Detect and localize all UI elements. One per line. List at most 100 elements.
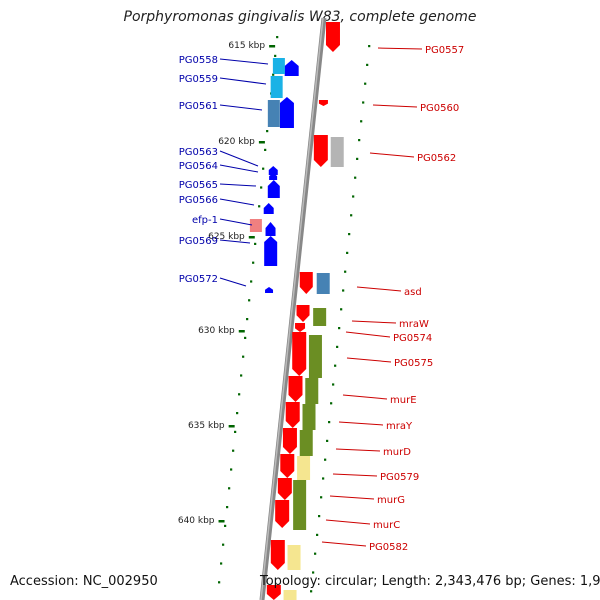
scale-tick [334, 364, 337, 367]
scale-tick [236, 412, 239, 415]
gene-label-line [332, 473, 378, 477]
gene-label-line [219, 150, 259, 167]
forward-cds [265, 287, 274, 293]
genome-backbone [259, 17, 327, 600]
scale-tick [330, 402, 333, 405]
gene-label-line [329, 495, 375, 500]
reverse-cds [288, 376, 303, 402]
scale-tick [350, 214, 353, 217]
gene-label-mraY[interactable]: mraY [386, 421, 413, 432]
scale-tick [338, 327, 341, 330]
scale-tick [234, 430, 237, 433]
scale-tick [242, 355, 245, 358]
gene-label-PG0569[interactable]: PG0569 [179, 236, 218, 247]
cog-block [316, 273, 330, 294]
accession-text: Accession: NC_002950 [10, 574, 158, 589]
gene-label-PG0561[interactable]: PG0561 [179, 101, 218, 112]
forward-cds [269, 173, 278, 180]
gene-label-PG0566[interactable]: PG0566 [179, 195, 218, 206]
gene-label-line [219, 104, 263, 111]
gene-label-PG0565[interactable]: PG0565 [179, 180, 218, 191]
scale-tick [312, 571, 315, 574]
scale-tick [326, 439, 329, 442]
reverse-cds [325, 22, 340, 52]
scale-tick [340, 308, 343, 311]
cog-block [293, 480, 307, 530]
gene-label-line [335, 448, 381, 452]
forward-cds [265, 222, 276, 236]
gene-label-PG0582[interactable]: PG0582 [369, 542, 408, 553]
scale-tick [224, 524, 227, 527]
gene-label-line [377, 47, 423, 50]
scale-tick [254, 242, 257, 245]
scale-tick [244, 336, 247, 339]
scale-tick [266, 130, 269, 133]
gene-label-PG0579[interactable]: PG0579 [380, 472, 419, 483]
scale-major-tick [258, 141, 265, 144]
gene-label-murG[interactable]: murG [377, 495, 405, 506]
scale-tick [356, 157, 359, 160]
forward-cds [264, 236, 278, 266]
gene-label-PG0563[interactable]: PG0563 [179, 147, 218, 158]
gene-label-line [219, 58, 269, 65]
gene-label-PG0558[interactable]: PG0558 [179, 55, 218, 66]
gene-label-line [345, 331, 391, 338]
scale-label: 635 kbp [188, 421, 225, 431]
gene-label-PG0564[interactable]: PG0564 [179, 161, 218, 172]
forward-cds [284, 60, 299, 76]
reverse-cds [270, 540, 285, 570]
gene-label-PG0559[interactable]: PG0559 [179, 74, 218, 85]
gene-label-line [346, 357, 392, 363]
scale-tick [322, 477, 325, 480]
gene-label-PG0574[interactable]: PG0574 [393, 333, 432, 344]
cog-block [297, 456, 311, 480]
gene-label-asd[interactable]: asd [404, 287, 422, 298]
scale-tick [346, 251, 349, 254]
scale-tick [250, 280, 253, 283]
gene-label-murC[interactable]: murC [373, 520, 400, 531]
scale-tick [272, 73, 275, 76]
scale-tick [246, 318, 249, 321]
cog-block [249, 219, 262, 232]
gene-label-PG0562[interactable]: PG0562 [417, 153, 456, 164]
gene-label-mraW[interactable]: mraW [399, 319, 429, 330]
genome-title: Porphyromonas gingivalis W83, complete g… [123, 9, 477, 25]
gene-label-PG0560[interactable]: PG0560 [420, 103, 459, 114]
scale-tick [344, 270, 347, 273]
gene-label-line [219, 77, 267, 85]
gene-label-PG0575[interactable]: PG0575 [394, 358, 433, 369]
cog-block [287, 545, 301, 570]
scale-tick [218, 581, 221, 584]
reverse-cds [282, 428, 297, 454]
forward-cds [267, 180, 280, 198]
reverse-cds [266, 585, 281, 600]
gene-label-line [219, 239, 251, 244]
reverse-cds [280, 454, 295, 478]
scale-tick [226, 506, 229, 509]
tick-layer [218, 36, 371, 593]
scale-tick [342, 289, 345, 292]
cog-block [283, 590, 297, 600]
gene-label-murE[interactable]: murE [390, 395, 417, 406]
scale-label: 640 kbp [178, 516, 215, 526]
scale-label: 630 kbp [198, 326, 235, 336]
cog-block [308, 335, 322, 378]
label-lines-layer [219, 47, 423, 547]
forward-cds [268, 166, 278, 175]
scale-tick [274, 54, 277, 57]
gene-label-PG0557[interactable]: PG0557 [425, 45, 464, 56]
cog-block [302, 404, 316, 430]
gene-label-PG0572[interactable]: PG0572 [179, 274, 218, 285]
scale-major-tick [238, 330, 245, 333]
gene-label-efp-1[interactable]: efp-1 [192, 215, 218, 226]
reverse-cds [296, 305, 310, 322]
reverse-cds [292, 332, 307, 376]
gene-label-line [325, 519, 371, 525]
scale-tick [238, 393, 241, 396]
reverse-cds [285, 402, 300, 428]
gene-label-line [369, 152, 415, 158]
gene-label-murD[interactable]: murD [383, 447, 411, 458]
scale-major-tick [218, 520, 225, 523]
scale-tick [316, 533, 319, 536]
